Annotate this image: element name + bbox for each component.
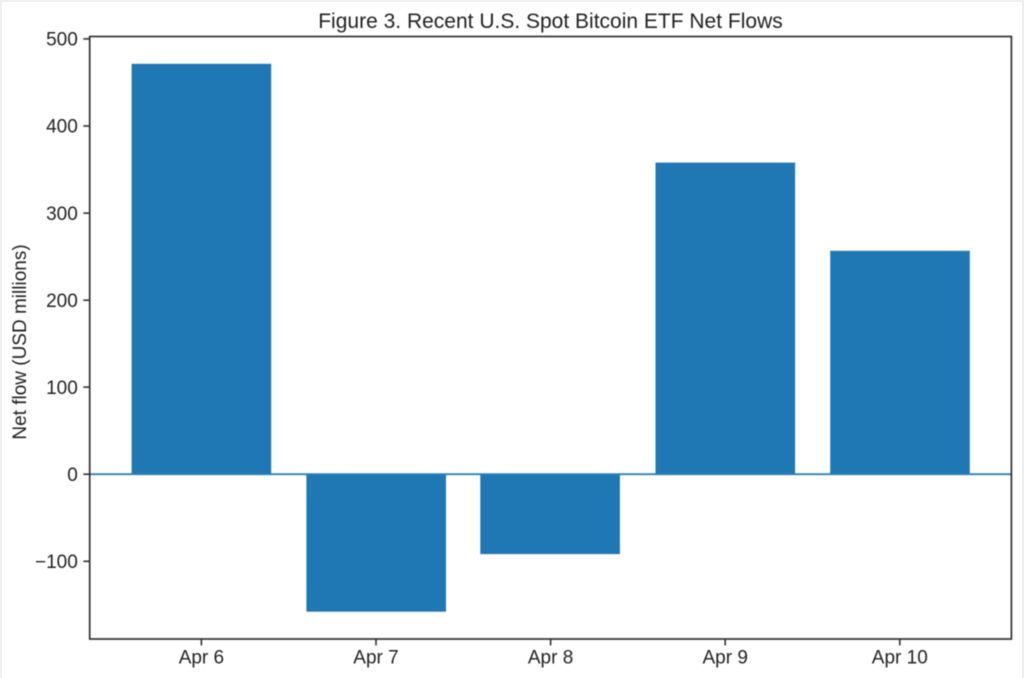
svg-text:200: 200 <box>46 291 78 312</box>
svg-text:Figure 3. Recent U.S. Spot Bit: Figure 3. Recent U.S. Spot Bitcoin ETF N… <box>318 10 783 33</box>
svg-text:Apr 10: Apr 10 <box>872 648 928 669</box>
svg-text:0: 0 <box>67 465 78 486</box>
svg-text:Apr 6: Apr 6 <box>179 648 224 669</box>
svg-text:300: 300 <box>46 204 78 225</box>
svg-text:500: 500 <box>46 30 78 51</box>
svg-text:Net flow (USD millions): Net flow (USD millions) <box>10 244 31 439</box>
svg-text:Apr 7: Apr 7 <box>353 648 398 669</box>
svg-text:400: 400 <box>46 117 78 138</box>
svg-text:Apr 8: Apr 8 <box>528 648 573 669</box>
svg-text:−100: −100 <box>35 552 78 573</box>
svg-text:Apr 9: Apr 9 <box>702 648 747 669</box>
svg-text:100: 100 <box>46 378 78 399</box>
